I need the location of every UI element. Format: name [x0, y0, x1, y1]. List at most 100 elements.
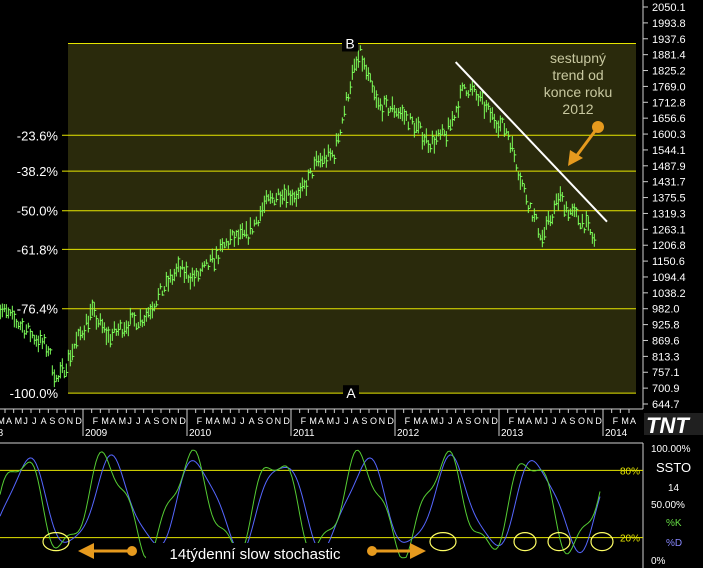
- month-label: O: [266, 416, 273, 426]
- month-label: O: [474, 416, 481, 426]
- month-label: A: [526, 416, 532, 426]
- fib-levels: -23.6% -38.2% -50.0% -61.8% -76.4% -100.0%: [10, 42, 636, 401]
- oversold-mark: [513, 531, 537, 552]
- price-tick-label: 1319.3: [652, 208, 686, 220]
- time-axis: 2008200920102011201220132014MAMJJASONDFM…: [0, 409, 636, 439]
- stochastic-k-line: [0, 449, 601, 559]
- tnt-logo: TNT: [644, 413, 703, 438]
- month-label: J: [439, 416, 444, 426]
- stochastic-k-label: %K: [666, 518, 682, 529]
- month-label: M: [535, 416, 543, 426]
- price-tick-label: 1094.4: [652, 272, 686, 284]
- month-label: M: [205, 416, 213, 426]
- month-label: O: [578, 416, 585, 426]
- month-label: N: [67, 416, 74, 426]
- stochastic-d-label: %D: [666, 538, 682, 549]
- price-bars: [0, 45, 597, 388]
- month-label: A: [422, 416, 428, 426]
- fib-level-label: -23.6%: [17, 128, 59, 143]
- month-label: N: [379, 416, 386, 426]
- month-label: F: [405, 416, 411, 426]
- month-label: D: [283, 416, 290, 426]
- month-label: M: [517, 416, 525, 426]
- price-tick-label: 1150.6: [652, 256, 685, 268]
- month-label: N: [587, 416, 594, 426]
- month-label: A: [353, 416, 359, 426]
- month-label: A: [6, 416, 12, 426]
- trend-annotation-line: konce roku: [544, 84, 612, 100]
- fib-level-label: -61.8%: [17, 242, 59, 257]
- stochastic-annotation-box: [146, 543, 364, 563]
- price-tick-label: 869.6: [652, 335, 680, 347]
- price-tick-label: 1431.7: [652, 177, 686, 189]
- year-label: 2008: [0, 428, 4, 439]
- month-label: S: [465, 416, 471, 426]
- month-label: A: [630, 416, 636, 426]
- month-label: S: [153, 416, 159, 426]
- month-label: M: [119, 416, 127, 426]
- price-tick-label: 1656.6: [652, 113, 686, 125]
- price-tick-label: 1038.2: [652, 288, 686, 300]
- stochastic-level-label: 20%: [620, 534, 640, 545]
- price-tick-label: 982.0: [652, 304, 680, 316]
- price-tick-label: 2050.1: [652, 2, 686, 14]
- anchor-label: B: [345, 35, 354, 51]
- stochastic-title: SSTO: [656, 460, 691, 475]
- month-label: D: [595, 416, 602, 426]
- month-label: J: [543, 416, 548, 426]
- oversold-mark: [547, 531, 571, 552]
- price-tick-label: 644.7: [652, 399, 680, 411]
- price-tick-label: 1544.1: [652, 145, 686, 157]
- price-axis: 2050.1 1993.8 1937.6 1881.4 1825.2 1769.0 1712…: [0, 0, 686, 411]
- price-tick-label: 1993.8: [652, 18, 686, 30]
- month-label: J: [448, 416, 453, 426]
- month-label: M: [621, 416, 629, 426]
- month-label: J: [127, 416, 132, 426]
- fib-level-label: -50.0%: [17, 204, 59, 219]
- arrow-shaft: [573, 126, 600, 159]
- month-label: N: [483, 416, 490, 426]
- month-label: O: [58, 416, 65, 426]
- year-label: 2013: [501, 428, 524, 439]
- oversold-mark: [429, 531, 457, 552]
- month-label: A: [318, 416, 324, 426]
- logo-text: TNT: [646, 413, 690, 438]
- month-label: S: [361, 416, 367, 426]
- year-label: 2009: [85, 428, 108, 439]
- trend-annotation-line: trend od: [552, 67, 603, 83]
- month-label: M: [223, 416, 231, 426]
- anchor-label-box: [342, 35, 358, 52]
- fib-level-label: -38.2%: [17, 164, 59, 179]
- month-label: F: [613, 416, 619, 426]
- year-label: 2014: [605, 428, 628, 439]
- month-label: S: [49, 416, 55, 426]
- month-label: J: [240, 416, 245, 426]
- month-label: F: [197, 416, 203, 426]
- price-tick-label: 925.8: [652, 320, 680, 332]
- month-label: J: [23, 416, 28, 426]
- month-label: F: [509, 416, 515, 426]
- month-label: A: [110, 416, 116, 426]
- price-tick-label: 813.3: [652, 351, 680, 363]
- oversold-mark: [42, 531, 70, 552]
- month-label: M: [309, 416, 317, 426]
- arrow-left-head: [78, 543, 94, 559]
- month-label: M: [413, 416, 421, 426]
- month-label: A: [41, 416, 47, 426]
- month-label: A: [457, 416, 463, 426]
- fib-level-label: -76.4%: [17, 302, 59, 317]
- year-label: 2011: [293, 428, 315, 439]
- month-label: O: [370, 416, 377, 426]
- price-panel-background: [68, 43, 636, 394]
- month-label: S: [569, 416, 575, 426]
- arrow-right-head: [410, 543, 426, 559]
- anchor-label-box: [343, 385, 359, 402]
- fib-anchor-labels: BA: [342, 35, 359, 402]
- price-tick-label: 1825.2: [652, 66, 686, 78]
- month-label: A: [249, 416, 255, 426]
- month-label: M: [327, 416, 335, 426]
- month-label: A: [561, 416, 567, 426]
- oversold-mark: [590, 531, 614, 552]
- month-label: J: [552, 416, 557, 426]
